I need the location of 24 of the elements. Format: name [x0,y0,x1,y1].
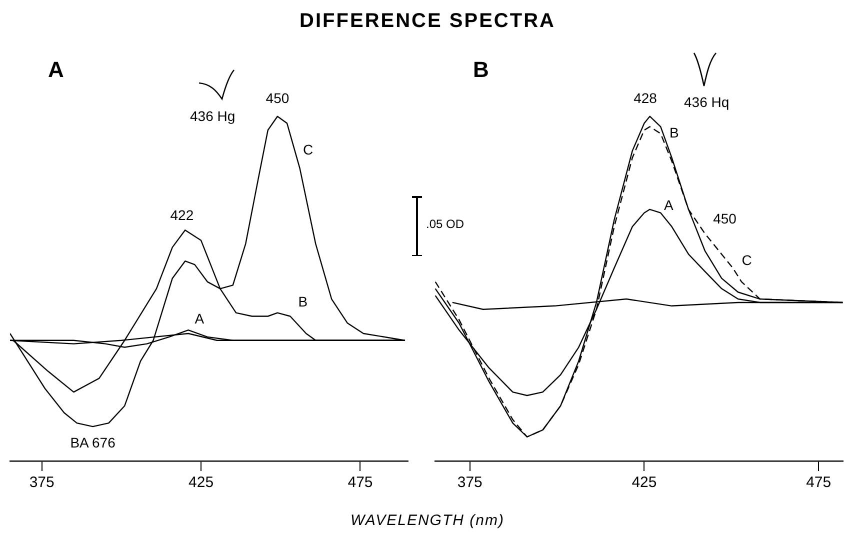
x-tick-label: 425 [632,474,657,492]
annotation: A [194,310,205,327]
annotation: 436 Hg [190,108,236,124]
annotation: B [670,124,679,140]
x-tick-label: 425 [188,474,214,492]
text: 450 [266,90,290,106]
annotation: A [664,196,674,213]
annotation: C [742,252,752,268]
x-tick-label: 375 [457,474,482,492]
text: DIFFERENCE SPECTRA [298,10,556,33]
chart-title: B [473,57,489,82]
x-tick-label: 475 [806,474,832,492]
annotation: BA 676 [70,434,116,451]
annotation: .05 OD [426,217,464,231]
x-tick-label: 475 [348,474,373,492]
annotation: B [298,293,308,310]
x-tick-label: 375 [29,474,54,492]
chart-title: A [48,57,64,82]
annotation: C [302,142,314,158]
text: 436 Hq [684,94,730,110]
annotation: 422 [170,207,194,224]
x-axis-title: WAVELENGTH (nm) [350,512,506,529]
text: 428 [634,90,658,106]
annotation: 450 [713,210,737,227]
